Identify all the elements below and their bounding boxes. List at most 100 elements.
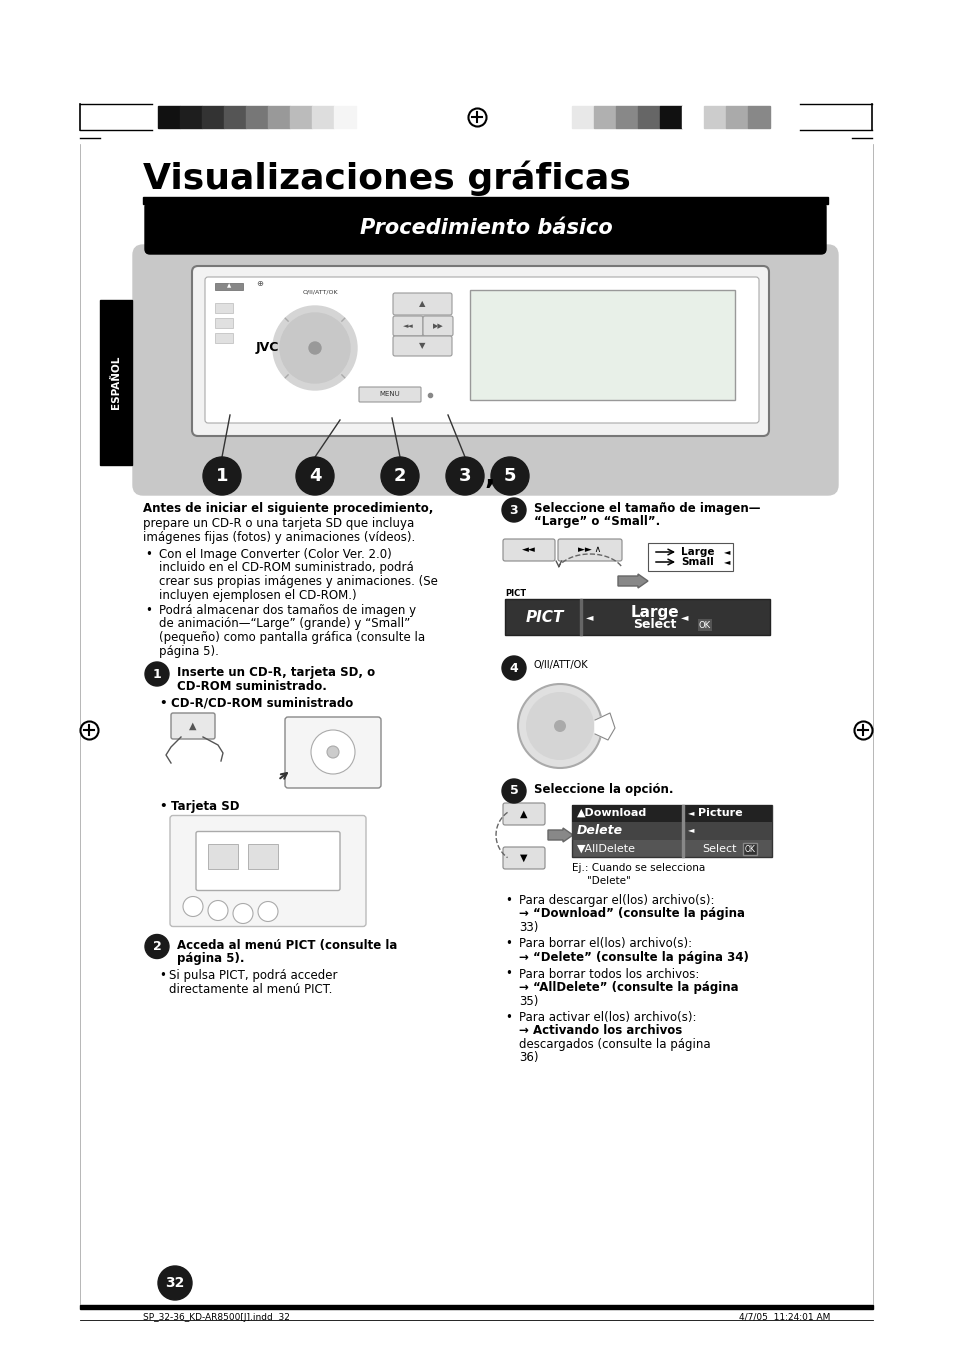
Bar [312,105,334,128]
Bar [202,105,224,128]
Text: Inserte un CD-R, tarjeta SD, o: Inserte un CD-R, tarjeta SD, o [177,666,375,680]
FancyBboxPatch shape [195,831,339,890]
Text: ◄: ◄ [687,825,694,835]
Circle shape [501,499,525,521]
Circle shape [233,904,253,924]
FancyBboxPatch shape [171,713,214,739]
Circle shape [554,720,565,732]
Text: Si pulsa PICT, podrá acceder: Si pulsa PICT, podrá acceder [169,970,337,982]
Text: Para descargar el(los) archivo(s):: Para descargar el(los) archivo(s): [518,894,714,907]
Text: Delete: Delete [577,824,622,838]
Text: ▲: ▲ [227,284,231,289]
FancyArrow shape [618,574,647,588]
Text: directamente al menú PICT.: directamente al menú PICT. [169,984,332,996]
Bar [572,105,594,128]
FancyBboxPatch shape [393,316,422,336]
Circle shape [203,457,241,494]
Bar [647,543,732,571]
Bar [143,197,827,204]
Bar [725,105,747,128]
FancyBboxPatch shape [502,802,544,825]
Text: → “Download” (consulte la página: → “Download” (consulte la página [518,908,744,920]
Circle shape [327,746,338,758]
Text: Select: Select [702,844,737,854]
Circle shape [158,1266,192,1300]
FancyBboxPatch shape [502,847,544,869]
Text: ◄: ◄ [680,612,688,621]
Circle shape [208,901,228,920]
Text: Para borrar el(los) archivo(s):: Para borrar el(los) archivo(s): [518,938,691,951]
Text: prepare un CD-R o una tarjeta SD que incluya: prepare un CD-R o una tarjeta SD que inc… [143,517,414,530]
Bar [80,1305,872,1309]
Text: •: • [504,1011,512,1024]
Text: 2: 2 [394,467,406,485]
Text: O/II/ATT/OK: O/II/ATT/OK [534,661,588,670]
Bar [703,105,725,128]
Text: •: • [504,894,512,907]
Text: Large: Large [630,604,679,620]
Circle shape [145,662,169,686]
Text: ▲: ▲ [418,300,425,308]
FancyBboxPatch shape [145,203,825,254]
Text: Large: Large [680,547,714,557]
Circle shape [501,780,525,802]
Circle shape [145,935,169,958]
Text: incluido en el CD-ROM suministrado, podrá: incluido en el CD-ROM suministrado, podr… [159,562,414,574]
Text: 35): 35) [518,994,537,1008]
Text: 4: 4 [509,662,517,674]
Text: ▲: ▲ [519,809,527,819]
Text: → “Delete” (consulte la página 34): → “Delete” (consulte la página 34) [518,951,748,965]
Text: ▼: ▼ [519,852,527,863]
Bar [659,105,681,128]
Bar [158,105,180,128]
Circle shape [280,313,350,382]
Text: “Large” o “Small”.: “Large” o “Small”. [534,516,659,528]
Circle shape [501,657,525,680]
FancyBboxPatch shape [358,386,420,403]
Text: 4/7/05  11:24:01 AM: 4/7/05 11:24:01 AM [738,1313,829,1323]
Bar [246,105,268,128]
Circle shape [311,730,355,774]
Bar [248,843,277,869]
Text: PICT: PICT [525,609,563,624]
Text: Small: Small [680,557,713,567]
Bar [504,598,769,635]
Text: •: • [504,938,512,951]
Bar [214,303,233,313]
Text: Visualizaciones gráficas: Visualizaciones gráficas [143,159,630,196]
FancyBboxPatch shape [132,245,837,494]
FancyBboxPatch shape [170,816,366,927]
Text: Seleccione el tamaño de imagen—: Seleccione el tamaño de imagen— [534,503,760,515]
Text: PICT: PICT [504,589,525,598]
Text: página 5).: página 5). [159,644,218,658]
Text: CD-R/CD-ROM suministrado: CD-R/CD-ROM suministrado [171,697,353,711]
Text: 32: 32 [165,1275,185,1290]
Text: (pequeño) como pantalla gráfica (consulte la: (pequeño) como pantalla gráfica (consult… [159,631,425,644]
Bar [747,105,769,128]
Text: página 5).: página 5). [177,952,244,965]
Circle shape [525,692,594,761]
Text: "Delete": "Delete" [586,875,630,886]
Text: ◄: ◄ [586,612,593,621]
Circle shape [491,457,529,494]
Bar [681,805,683,857]
Text: ◄◄: ◄◄ [521,546,536,554]
Text: → “AllDelete” (consulte la página: → “AllDelete” (consulte la página [518,981,738,994]
Bar [268,105,290,128]
Text: incluyen ejemplosen el CD-ROM.): incluyen ejemplosen el CD-ROM.) [159,589,356,601]
Text: ▶▶: ▶▶ [432,323,443,330]
Text: ⊕: ⊕ [256,280,263,289]
Text: ▼: ▼ [418,342,425,350]
Text: descargados (consulte la página: descargados (consulte la página [518,1038,710,1051]
Bar [579,598,581,635]
FancyBboxPatch shape [393,336,452,357]
Text: ◄◄: ◄◄ [402,323,413,330]
Bar [214,282,243,290]
Text: 2: 2 [152,940,161,952]
Text: Select: Select [633,619,676,631]
Text: 36): 36) [518,1051,537,1065]
Text: Acceda al menú PICT (consulte la: Acceda al menú PICT (consulte la [177,939,397,951]
Text: Tarjeta SD: Tarjeta SD [171,800,239,813]
Text: ◄: ◄ [722,558,729,566]
Text: ◄: ◄ [722,547,729,557]
